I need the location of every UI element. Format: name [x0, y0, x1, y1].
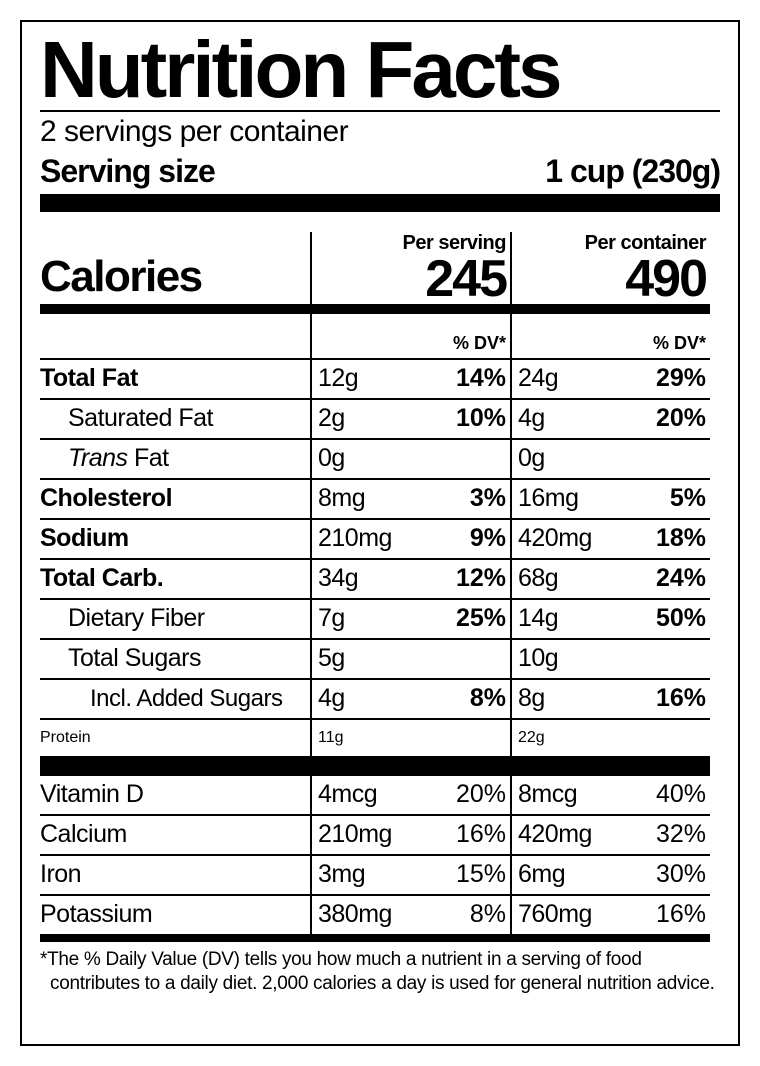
- nutrient-serving-dv: 12%: [456, 564, 510, 593]
- calories-per-container-col: Per container 490: [510, 232, 710, 314]
- dv-header-serving: % DV*: [310, 314, 510, 360]
- vitamin-label: Calcium: [40, 820, 127, 849]
- nutrient-serving-amount: 5g: [318, 644, 345, 673]
- nutrient-serving-dv: 3%: [470, 484, 510, 513]
- vitamin-serving-dv: 16%: [456, 820, 510, 849]
- nutrient-container-amount: 4g: [518, 404, 545, 433]
- vitamin-label: Iron: [40, 860, 81, 889]
- dv-header-row: % DV* % DV*: [40, 314, 720, 360]
- nutrient-row: Total Sugars 5g 10g: [40, 640, 720, 680]
- nutrient-serving-amount: 2g: [318, 404, 345, 433]
- vitamin-container-dv: 32%: [656, 820, 710, 849]
- nutrient-container-dv: 18%: [656, 524, 710, 553]
- nutrient-label: Sodium: [40, 524, 129, 553]
- vitamin-serving-amount: 3mg: [318, 860, 365, 889]
- nutrient-serving-amount: 34g: [318, 564, 358, 593]
- nutrient-container-amount: 8g: [518, 684, 545, 713]
- nutrient-container-dv: 24%: [656, 564, 710, 593]
- nutrient-row: Cholesterol 8mg 3% 16mg 5%: [40, 480, 720, 520]
- vitamin-serving-dv: 20%: [456, 780, 510, 809]
- nutrient-container-dv: 20%: [656, 404, 710, 433]
- vitamin-container-amount: 6mg: [518, 860, 565, 889]
- nutrient-serving-dv: 9%: [470, 524, 510, 553]
- vitamin-serving-amount: 210mg: [318, 820, 392, 849]
- nutrition-facts-panel: Nutrition Facts 2 servings per container…: [20, 20, 740, 1046]
- nutrient-row: Saturated Fat 2g 10% 4g 20%: [40, 400, 720, 440]
- nutrient-label: Incl. Added Sugars: [40, 685, 282, 713]
- nutrient-container-amount: 420mg: [518, 524, 592, 553]
- vitamin-container-amount: 8mcg: [518, 780, 577, 809]
- vitamin-serving-amount: 4mcg: [318, 780, 377, 809]
- nutrient-serving-amount: 8mg: [318, 484, 365, 513]
- vitamin-serving-dv: 8%: [470, 900, 510, 929]
- protein-serving-amount: 11g: [318, 729, 344, 747]
- nutrient-serving-amount: 4g: [318, 684, 345, 713]
- protein-container-amount: 22g: [518, 729, 545, 747]
- vitamin-row: Calcium 210mg 16% 420mg 32%: [40, 816, 720, 856]
- serving-size-value: 1 cup (230g): [545, 153, 720, 190]
- vitamin-label: Vitamin D: [40, 780, 143, 809]
- nutrient-container-amount: 10g: [518, 644, 558, 673]
- nutrient-container-dv: 5%: [670, 484, 710, 513]
- nutrient-container-amount: 24g: [518, 364, 558, 393]
- dv-header-container: % DV*: [510, 314, 710, 360]
- nutrient-serving-amount: 7g: [318, 604, 345, 633]
- nutrient-container-amount: 68g: [518, 564, 558, 593]
- serving-size-row: Serving size 1 cup (230g): [40, 153, 720, 212]
- calories-per-serving-col: Per serving 245: [310, 232, 510, 314]
- calories-label: Calories: [40, 252, 310, 314]
- nutrient-container-dv: 50%: [656, 604, 710, 633]
- calories-per-serving: 245: [318, 255, 506, 304]
- nutrient-serving-dv: 8%: [470, 684, 510, 713]
- nutrient-label: Dietary Fiber: [40, 604, 205, 633]
- nutrient-container-amount: 14g: [518, 604, 558, 633]
- nutrient-row: Dietary Fiber 7g 25% 14g 50%: [40, 600, 720, 640]
- footnote: *The % Daily Value (DV) tells you how mu…: [40, 942, 720, 996]
- vitamin-container-dv: 16%: [656, 900, 710, 929]
- nutrient-row: Total Carb. 34g 12% 68g 24%: [40, 560, 720, 600]
- vitamin-rows: Vitamin D 4mcg 20% 8mcg 40% Calcium 210mg 16% 42…: [40, 776, 720, 942]
- calories-header: Calories Per serving 245 Per container 4…: [40, 212, 720, 314]
- nutrient-serving-dv: 10%: [456, 404, 510, 433]
- servings-per-container: 2 servings per container: [40, 112, 720, 153]
- nutrient-label: Cholesterol: [40, 484, 172, 513]
- nutrient-serving-amount: 0g: [318, 444, 345, 473]
- nutrient-serving-dv: 14%: [456, 364, 510, 393]
- nutrient-container-dv: 16%: [656, 684, 710, 713]
- vitamin-container-amount: 420mg: [518, 820, 592, 849]
- vitamin-serving-dv: 15%: [456, 860, 510, 889]
- nutrient-label: Saturated Fat: [40, 404, 213, 433]
- nutrient-row: Incl. Added Sugars 4g 8% 8g 16%: [40, 680, 720, 720]
- nutrient-serving-amount: 12g: [318, 364, 358, 393]
- protein-label: Protein: [40, 729, 91, 747]
- nutrient-rows: Total Fat 12g 14% 24g 29% Saturated Fat 2g 10% 4…: [40, 360, 720, 720]
- vitamin-row: Vitamin D 4mcg 20% 8mcg 40%: [40, 776, 720, 816]
- vitamin-container-amount: 760mg: [518, 900, 592, 929]
- vitamin-container-dv: 30%: [656, 860, 710, 889]
- nutrient-label: Total Fat: [40, 364, 138, 393]
- nutrient-container-dv: 29%: [656, 364, 710, 393]
- vitamin-container-dv: 40%: [656, 780, 710, 809]
- nutrient-row: Trans Fat 0g 0g: [40, 440, 720, 480]
- vitamin-label: Potassium: [40, 900, 152, 929]
- panel-title: Nutrition Facts: [40, 32, 720, 112]
- protein-row: Protein 11g 22g: [40, 720, 720, 776]
- serving-size-label: Serving size: [40, 153, 215, 190]
- calories-per-container: 490: [518, 255, 706, 304]
- nutrient-label: Total Sugars: [40, 644, 201, 673]
- nutrient-row: Sodium 210mg 9% 420mg 18%: [40, 520, 720, 560]
- nutrient-row: Total Fat 12g 14% 24g 29%: [40, 360, 720, 400]
- vitamin-serving-amount: 380mg: [318, 900, 392, 929]
- vitamin-row: Iron 3mg 15% 6mg 30%: [40, 856, 720, 896]
- nutrient-serving-dv: 25%: [456, 604, 510, 633]
- nutrient-label: Trans Fat: [40, 444, 169, 473]
- vitamin-row: Potassium 380mg 8% 760mg 16%: [40, 896, 720, 942]
- nutrient-label: Total Carb.: [40, 564, 163, 593]
- nutrient-container-amount: 16mg: [518, 484, 579, 513]
- nutrient-serving-amount: 210mg: [318, 524, 392, 553]
- nutrient-container-amount: 0g: [518, 444, 545, 473]
